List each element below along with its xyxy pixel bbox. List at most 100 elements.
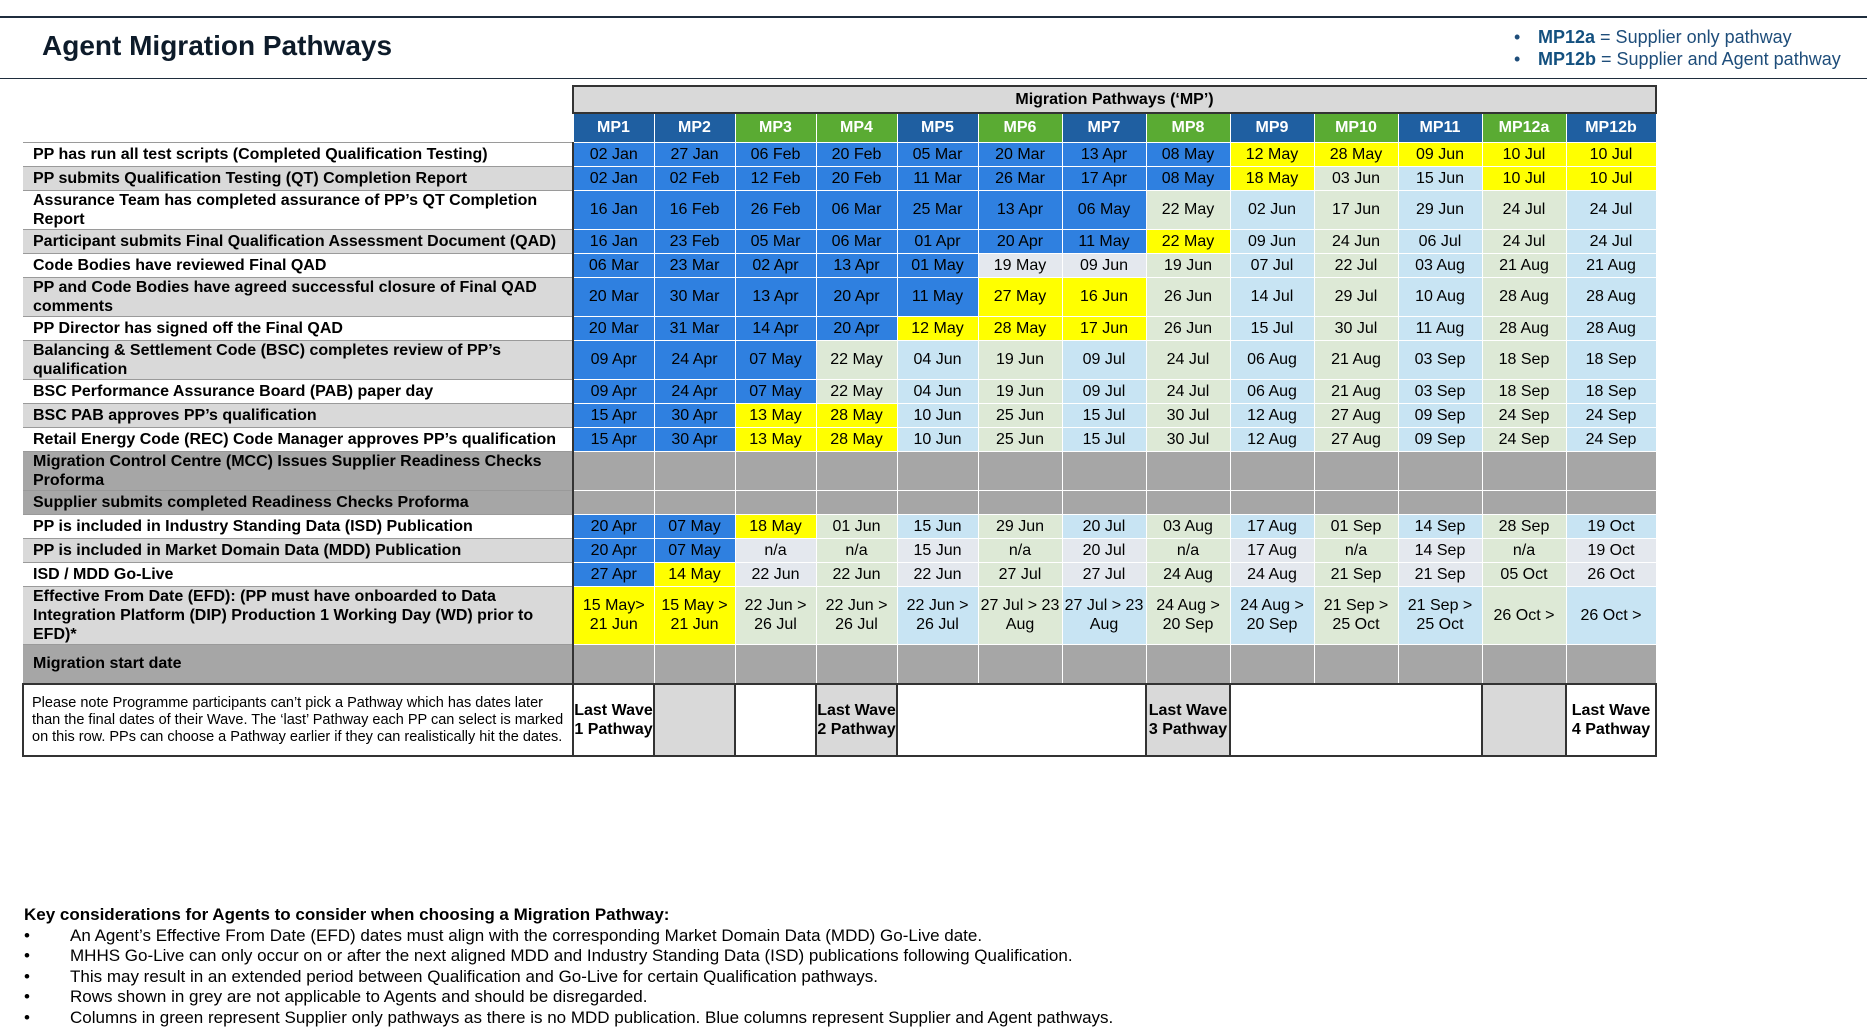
date-cell: 24 Sep xyxy=(1481,402,1567,428)
date-cell: 13 Apr xyxy=(1061,141,1147,167)
date-cell: 18 May xyxy=(734,513,817,539)
date-cell: 17 Aug xyxy=(1229,513,1315,539)
date-cell: 09 Jun xyxy=(1061,252,1147,278)
date-cell: 27 Aug xyxy=(1313,402,1399,428)
date-cell xyxy=(815,643,898,685)
date-cell: 06 Mar xyxy=(815,189,898,230)
date-cell: 01 May xyxy=(896,252,979,278)
date-cell: 03 Aug xyxy=(1397,252,1483,278)
page-title: Agent Migration Pathways xyxy=(42,30,393,61)
date-cell: 27 Jul xyxy=(1061,561,1147,587)
milestone-row: BSC Performance Assurance Board (PAB) pa… xyxy=(23,378,1657,404)
date-cell: 24 Jul xyxy=(1481,189,1567,230)
date-cell: 06 Aug xyxy=(1229,378,1315,404)
date-cell: 24 Jul xyxy=(1565,228,1657,254)
date-cell: 15 May> 21 Jun xyxy=(572,585,655,645)
date-cell: 24 Apr xyxy=(653,378,736,404)
date-cell: 21 Sep > 25 Oct xyxy=(1313,585,1399,645)
date-cell xyxy=(1397,450,1483,491)
date-cell: 20 Mar xyxy=(572,315,655,341)
date-cell: 27 Jul > 23 Aug xyxy=(977,585,1063,645)
date-cell: n/a xyxy=(815,537,898,563)
date-cell xyxy=(1061,643,1147,685)
date-cell: 02 Apr xyxy=(734,252,817,278)
milestone-row: Migration Control Centre (MCC) Issues Su… xyxy=(23,450,1657,491)
migration-pathways-table: Migration Pathways (‘MP’) MP1 MP2 MP3 MP4 MP… xyxy=(22,85,1657,757)
pathway-header-mp3: MP3 xyxy=(734,112,817,143)
milestone-row: PP Director has signed off the Final QAD… xyxy=(23,315,1657,341)
date-cell: 10 Jun xyxy=(896,402,979,428)
key-considerations-list: An Agent’s Effective From Date (EFD) dat… xyxy=(24,926,1113,1029)
date-cell: 08 May xyxy=(1145,165,1231,191)
date-cell: 28 Aug xyxy=(1565,276,1657,317)
milestone-row: Migration start date xyxy=(23,643,1657,685)
date-cell: 22 May xyxy=(815,378,898,404)
date-cell: 24 Aug xyxy=(1229,561,1315,587)
date-cell xyxy=(896,489,979,515)
last-wave-empty xyxy=(1481,683,1567,757)
milestone-label: Migration Control Centre (MCC) Issues Su… xyxy=(23,450,573,490)
date-cell: 22 Jun > 26 Jul xyxy=(896,585,979,645)
key-considerations-title: Key considerations for Agents to conside… xyxy=(24,905,670,924)
date-cell: 17 Apr xyxy=(1061,165,1147,191)
date-cell: 29 Jul xyxy=(1313,276,1399,317)
date-cell xyxy=(572,489,655,515)
date-cell: 18 Sep xyxy=(1481,339,1567,380)
date-cell xyxy=(1229,450,1315,491)
date-cell: 13 May xyxy=(734,402,817,428)
date-cell xyxy=(653,450,736,491)
date-cell: 02 Jun xyxy=(1229,189,1315,230)
date-cell xyxy=(1481,643,1567,685)
date-cell: 15 Jun xyxy=(896,537,979,563)
date-cell xyxy=(896,450,979,491)
date-cell xyxy=(1313,450,1399,491)
date-cell: 08 May xyxy=(1145,141,1231,167)
date-cell: 22 Jun xyxy=(734,561,817,587)
date-cell: 15 Jul xyxy=(1061,402,1147,428)
date-cell: 26 Oct > xyxy=(1565,585,1657,645)
date-cell xyxy=(1313,489,1399,515)
pathway-header-mp7: MP7 xyxy=(1061,112,1147,143)
key-item: An Agent’s Effective From Date (EFD) dat… xyxy=(24,926,1113,947)
date-cell: 28 Sep xyxy=(1481,513,1567,539)
date-cell: 02 Feb xyxy=(653,165,736,191)
pathway-header-mp2: MP2 xyxy=(653,112,736,143)
date-cell: 24 Aug xyxy=(1145,561,1231,587)
date-cell: 13 Apr xyxy=(734,276,817,317)
date-cell xyxy=(1061,489,1147,515)
date-cell: 07 May xyxy=(653,537,736,563)
milestone-row: Supplier submits completed Readiness Che… xyxy=(23,489,1657,515)
date-cell: 31 Mar xyxy=(653,315,736,341)
date-cell: 22 Jun xyxy=(815,561,898,587)
pathway-header-row: MP1 MP2 MP3 MP4 MP5 MP6 MP7 MP8 MP9 MP10 MP11 MP12a… xyxy=(23,112,1657,143)
date-cell: 11 May xyxy=(1061,228,1147,254)
date-cell: 19 Oct xyxy=(1565,513,1657,539)
milestone-label: PP and Code Bodies have agreed successfu… xyxy=(23,276,573,316)
date-cell: 17 Aug xyxy=(1229,537,1315,563)
date-cell: 14 Apr xyxy=(734,315,817,341)
last-wave-empty xyxy=(653,683,736,757)
date-cell: 16 Jan xyxy=(572,189,655,230)
date-cell: 01 Apr xyxy=(896,228,979,254)
last-wave-marker: Last Wave 4 Pathway xyxy=(1565,683,1657,757)
date-cell: 06 Aug xyxy=(1229,339,1315,380)
milestone-row: PP and Code Bodies have agreed successfu… xyxy=(23,276,1657,317)
pathway-header-mp9: MP9 xyxy=(1229,112,1315,143)
pathway-header-mp6: MP6 xyxy=(977,112,1063,143)
date-cell: 21 Sep xyxy=(1313,561,1399,587)
date-cell xyxy=(1229,489,1315,515)
date-cell: 07 May xyxy=(734,378,817,404)
date-cell: 12 Feb xyxy=(734,165,817,191)
date-cell: 04 Jun xyxy=(896,339,979,380)
milestone-label: Migration start date xyxy=(23,643,573,684)
date-cell: 27 Apr xyxy=(572,561,655,587)
milestone-label: PP is included in Industry Standing Data… xyxy=(23,513,573,538)
date-cell: 19 May xyxy=(977,252,1063,278)
milestone-row: PP is included in Industry Standing Data… xyxy=(23,513,1657,539)
date-cell xyxy=(1145,643,1231,685)
last-wave-marker: Last Wave 2 Pathway xyxy=(815,683,898,757)
date-cell: 18 Sep xyxy=(1565,339,1657,380)
milestone-row: PP submits Qualification Testing (QT) Co… xyxy=(23,165,1657,191)
date-cell: 30 Jul xyxy=(1145,402,1231,428)
legend-text: = Supplier and Agent pathway xyxy=(1596,49,1841,69)
